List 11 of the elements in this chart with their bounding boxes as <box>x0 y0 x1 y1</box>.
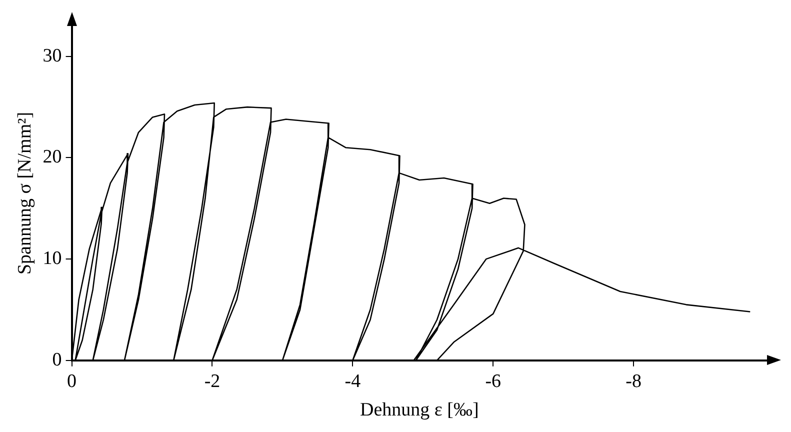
y-tick-label: 0 <box>52 349 62 370</box>
x-tick-label: -8 <box>626 370 642 392</box>
y-tick-label: 10 <box>42 248 62 270</box>
y-tick-label: 20 <box>42 146 62 168</box>
x-tick-label: -6 <box>485 370 502 392</box>
x-tick-label: 0 <box>67 370 77 392</box>
x-tick-label: -4 <box>344 370 362 392</box>
x-axis-title: Dehnung ε [‰] <box>360 400 479 421</box>
x-tick-label: -2 <box>204 370 220 392</box>
y-tick-label: 30 <box>42 45 62 66</box>
y-axis-title: Spannung σ [N/mm²] <box>14 112 36 275</box>
